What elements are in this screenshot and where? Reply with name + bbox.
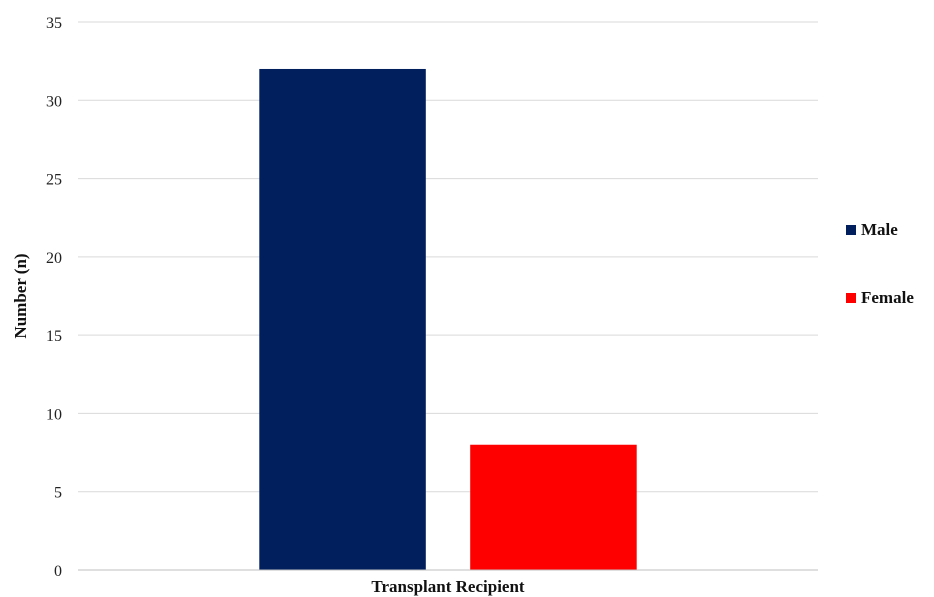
legend-label-female: Female xyxy=(861,288,914,307)
y-tick-label: 15 xyxy=(46,328,62,345)
y-tick-label: 25 xyxy=(46,172,62,189)
legend-label-male: Male xyxy=(861,220,898,239)
y-axis-ticks: 0 5 10 15 20 25 30 35 xyxy=(46,15,62,580)
y-tick-label: 0 xyxy=(54,563,62,580)
x-axis-label: Transplant Recipient xyxy=(371,577,525,596)
bar-female xyxy=(470,444,637,570)
y-tick-label: 20 xyxy=(46,250,62,267)
legend-swatch-female xyxy=(846,293,856,303)
legend-swatch-male xyxy=(846,225,856,235)
gridlines xyxy=(78,21,818,493)
y-tick-label: 10 xyxy=(46,406,62,423)
bar-male xyxy=(259,68,426,570)
y-tick-label: 30 xyxy=(46,93,62,110)
legend: Male Female xyxy=(846,220,914,307)
y-axis-label: Number (n) xyxy=(11,253,30,338)
y-tick-label: 35 xyxy=(46,15,62,32)
y-tick-label: 5 xyxy=(54,485,62,502)
bars xyxy=(259,68,637,570)
